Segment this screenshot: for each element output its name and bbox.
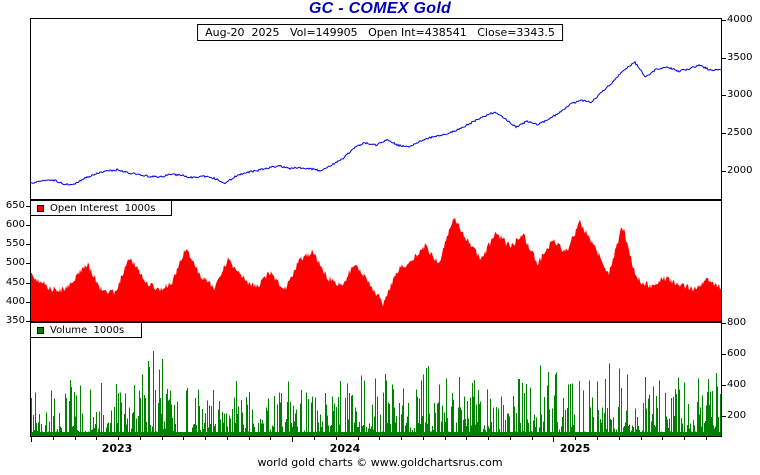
- open-interest-legend-label: Open Interest 1000s: [50, 202, 156, 214]
- x-axis-tick: [575, 437, 577, 440]
- volume-legend-label: Volume 1000s: [50, 324, 125, 336]
- open-interest-area-chart: [31, 217, 721, 321]
- y-axis-tick-label: 2500: [727, 127, 753, 139]
- x-axis-tick: [161, 437, 163, 440]
- y-axis-tick-label: 800: [727, 317, 747, 328]
- price-panel: [30, 18, 722, 200]
- y-axis-tick: [722, 323, 726, 324]
- y-axis-tick-label: 600: [5, 218, 25, 230]
- y-axis-tick-label: 500: [5, 257, 25, 269]
- x-axis-year-2023: 2023: [101, 442, 133, 455]
- x-axis-tick: [205, 437, 207, 440]
- open-interest-panel: [30, 200, 722, 322]
- x-axis-tick: [640, 437, 642, 440]
- open-interest-swatch-icon: [37, 204, 44, 212]
- volume-legend: Volume 1000s: [30, 322, 142, 338]
- y-axis-tick-label: 2000: [727, 165, 753, 176]
- y-axis-tick: [722, 385, 726, 386]
- x-axis-tick: [596, 437, 598, 440]
- y-axis-tick-label: 550: [5, 238, 25, 250]
- x-axis-tick: [270, 437, 272, 440]
- y-axis-tick-label: 450: [5, 276, 25, 288]
- x-axis-tick: [618, 437, 620, 440]
- footer-credit: world gold charts © www.goldchartsrus.co…: [257, 456, 503, 469]
- x-axis-tick: [444, 437, 446, 440]
- x-axis-tick: [31, 437, 32, 442]
- x-axis-tick: [379, 437, 381, 440]
- x-axis-tick: [226, 437, 228, 440]
- x-axis-tick: [74, 437, 76, 440]
- quote-info-box: Aug-20 2025 Vol=149905 Open Int=438541 C…: [197, 24, 563, 41]
- y-axis-tick-label: 400: [5, 295, 25, 307]
- price-line-chart: [31, 60, 721, 186]
- y-axis-tick: [722, 416, 726, 418]
- x-axis-tick: [139, 437, 141, 440]
- x-axis-tick: [96, 437, 98, 440]
- volume-swatch-icon: [37, 326, 44, 334]
- y-axis-tick: [722, 133, 726, 135]
- x-axis-tick: [335, 437, 337, 440]
- x-axis-tick: [662, 437, 664, 440]
- x-axis-tick: [531, 437, 533, 440]
- x-axis-tick: [509, 437, 511, 440]
- volume-bar-chart: [31, 351, 721, 436]
- chart-title: GC - COMEX Gold: [308, 0, 452, 17]
- x-axis-tick: [401, 437, 402, 440]
- x-axis-tick: [118, 437, 120, 440]
- x-axis-year-2024: 2024: [329, 442, 361, 455]
- y-axis-tick: [722, 95, 726, 97]
- y-axis-tick-label: 3000: [727, 89, 753, 101]
- y-axis-tick: [722, 19, 726, 21]
- x-axis-tick: [52, 437, 54, 440]
- x-axis-tick: [466, 437, 468, 440]
- x-axis-tick: [684, 437, 685, 440]
- x-axis-tick: [183, 437, 185, 440]
- x-axis-tick: [357, 437, 359, 440]
- y-axis-tick-label: 3500: [727, 51, 753, 63]
- y-axis-tick-label: 350: [5, 315, 25, 326]
- x-axis-year-2025: 2025: [559, 442, 591, 455]
- volume-panel: [30, 322, 722, 437]
- x-axis-tick: [248, 437, 250, 440]
- x-axis-tick: [292, 437, 294, 442]
- y-axis-tick: [722, 353, 726, 355]
- y-axis-tick: [722, 57, 726, 59]
- y-axis-tick-label: 400: [727, 379, 747, 390]
- x-axis-tick: [422, 437, 424, 440]
- y-axis-tick: [722, 171, 726, 172]
- x-axis-tick: [488, 437, 490, 440]
- x-axis-tick: [314, 437, 315, 440]
- x-axis-tick: [705, 437, 707, 440]
- y-axis-tick-label: 650: [5, 199, 25, 211]
- open-interest-legend: Open Interest 1000s: [30, 200, 172, 216]
- y-axis-tick-label: 600: [727, 347, 747, 359]
- y-axis-tick-label: 200: [727, 410, 747, 422]
- x-axis-tick: [553, 437, 555, 442]
